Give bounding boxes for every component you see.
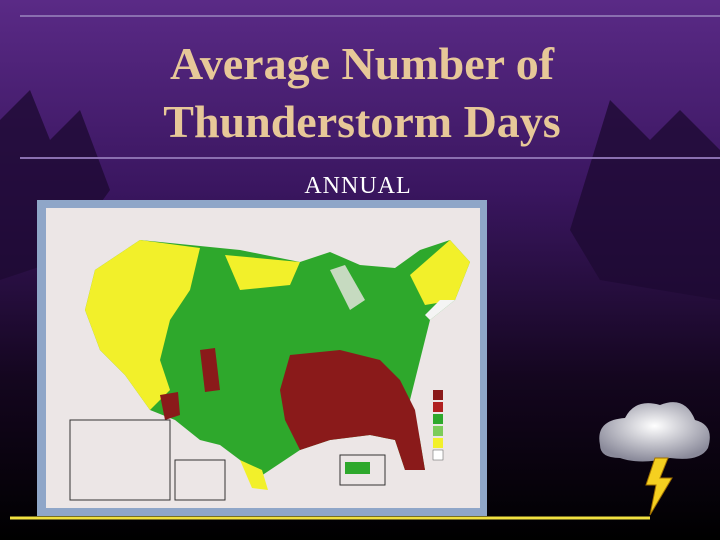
cloud [599,402,710,462]
legend-swatch [433,402,443,412]
legend-swatch [433,438,443,448]
cloud-icon [599,402,710,516]
region [200,348,220,392]
title: Average Number of [170,38,555,89]
legend-swatch [433,426,443,436]
title: Thunderstorm Days [163,96,560,147]
subtitle: ANNUAL [304,173,411,199]
legend-swatch [433,414,443,424]
region [85,240,200,410]
region [240,460,268,490]
inset-box [339,454,386,486]
lake [330,265,365,310]
region [160,392,180,420]
legend [432,390,444,461]
lightning [645,457,673,516]
region [410,240,470,305]
legend-swatch [433,390,443,400]
inset-box [174,459,226,501]
region [345,462,370,474]
tree-silhouette [570,100,720,300]
legend-swatch [432,449,444,461]
region [280,350,425,470]
inset-box [69,419,171,501]
tree-silhouette [0,90,110,280]
region [225,255,300,290]
map [37,200,487,516]
region [425,300,455,320]
